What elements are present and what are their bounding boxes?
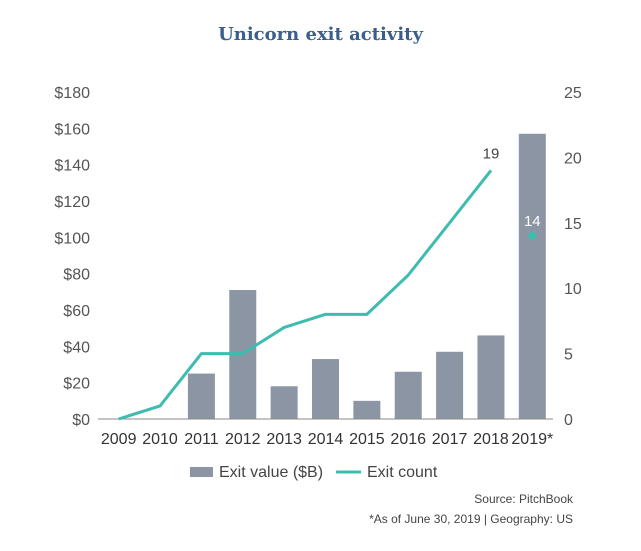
left-tick-label: $120 <box>54 194 90 211</box>
right-tick-label: 25 <box>564 85 582 102</box>
x-tick-label: 2013 <box>266 431 302 448</box>
left-tick-label: $20 <box>63 376 90 393</box>
data-label-2018: 19 <box>483 145 500 162</box>
exit-count-marker-2019 <box>528 231 537 240</box>
right-tick-label: 0 <box>564 412 573 429</box>
footnote: *As of June 30, 2019 | Geography: US <box>369 512 573 526</box>
x-tick-label: 2017 <box>432 431 468 448</box>
x-tick-label: 2014 <box>308 431 344 448</box>
left-tick-label: $100 <box>54 230 90 247</box>
x-tick-label: 2009 <box>101 431 137 448</box>
exit-count-line-group <box>118 169 537 421</box>
right-tick-label: 20 <box>564 150 582 167</box>
source-note: Source: PitchBook <box>474 492 573 506</box>
right-tick-label: 5 <box>564 347 573 364</box>
bar-2016 <box>394 371 422 419</box>
x-tick-label: 2015 <box>349 431 385 448</box>
legend: Exit value ($B) Exit count <box>190 464 438 481</box>
legend-line-label: Exit count <box>367 464 438 481</box>
x-tick-label: 2012 <box>225 431 261 448</box>
bar-2014 <box>312 359 339 419</box>
bar-2013 <box>270 386 298 419</box>
x-tick-label: 2019* <box>511 431 553 448</box>
x-tick-label: 2018 <box>473 431 509 448</box>
x-tick-label: 2010 <box>142 431 178 448</box>
bar-2019* <box>518 133 546 420</box>
bar-2017 <box>436 351 464 419</box>
left-tick-label: $60 <box>63 303 90 320</box>
chart-title: Unicorn exit activity <box>218 24 423 45</box>
left-tick-label: $180 <box>54 85 90 102</box>
right-tick-label: 15 <box>564 216 582 233</box>
bar-2015 <box>353 400 381 419</box>
bar-2011 <box>187 373 215 419</box>
legend-bar-label: Exit value ($B) <box>219 464 323 481</box>
legend-bar-swatch <box>190 467 213 477</box>
left-axis-ticks: $0 $20 $40 $60 $80 $100 $120 $140 $160 $180 <box>54 85 90 429</box>
bars <box>187 133 546 420</box>
bar-2018 <box>477 335 505 419</box>
right-tick-label: 10 <box>564 281 582 298</box>
data-label-2019*: 14 <box>524 213 541 230</box>
left-tick-label: $80 <box>63 267 90 284</box>
right-axis-ticks: 0 5 10 15 20 25 <box>564 85 582 429</box>
x-tick-label: 2016 <box>390 431 426 448</box>
left-tick-label: $0 <box>72 412 90 429</box>
exit-count-line <box>118 169 493 421</box>
left-tick-label: $160 <box>54 121 90 138</box>
left-tick-label: $140 <box>54 158 90 175</box>
x-tick-label: 2011 <box>184 431 219 448</box>
x-axis-ticks: 2009 2010 2011 2012 2013 2014 2015 2016 2017 2018… <box>101 431 553 448</box>
left-tick-label: $40 <box>63 339 90 356</box>
